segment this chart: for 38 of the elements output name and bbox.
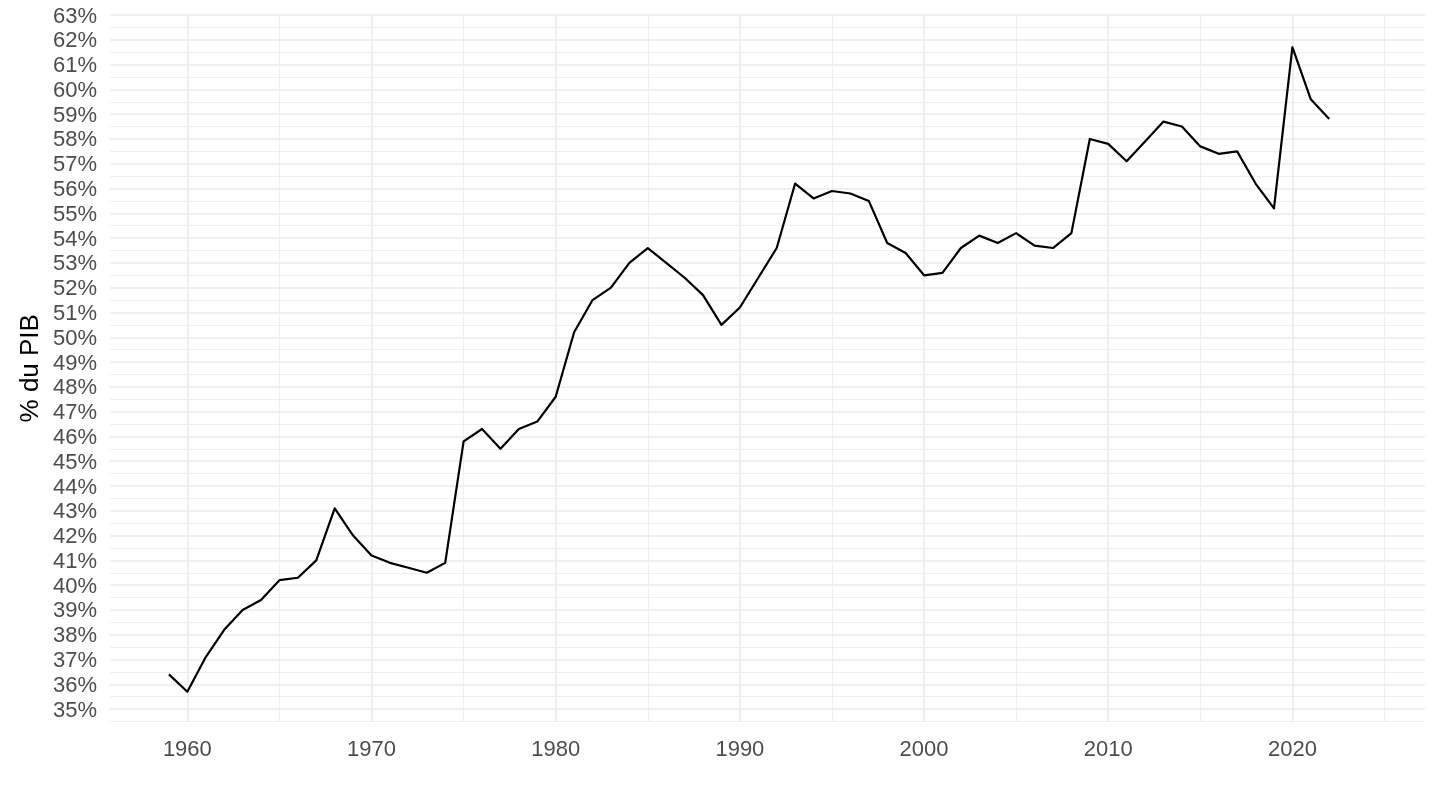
y-tick-label: 43% (52, 498, 97, 524)
x-tick-label: 1970 (347, 736, 396, 761)
line-series (167, 46, 1331, 693)
x-tick-label: 1990 (715, 736, 765, 761)
x-tick-label: 2000 (899, 736, 949, 761)
y-tick-label: 48% (52, 374, 97, 400)
y-tick-label: 55% (52, 200, 97, 226)
y-tick-label: 62% (52, 27, 97, 53)
y-axis-title: % du PIB (14, 314, 45, 423)
y-tick-label: 51% (52, 299, 97, 325)
y-tick-label: 63% (52, 2, 97, 28)
y-tick-label: 50% (52, 324, 97, 350)
y-tick-label: 56% (52, 176, 97, 202)
y-tick-label: 38% (52, 622, 97, 648)
y-tick-label: 57% (52, 151, 97, 177)
x-tick-label: 1960 (162, 736, 212, 761)
y-tick-label: 61% (52, 52, 97, 78)
y-tick-label: 45% (52, 448, 97, 474)
x-tick-label: 2020 (1267, 736, 1317, 761)
y-tick-label: 36% (52, 671, 97, 697)
y-tick-label: 44% (52, 473, 97, 499)
y-tick-label: 39% (52, 597, 97, 623)
y-tick-label: 35% (52, 696, 97, 722)
x-tick-label: 2010 (1083, 736, 1133, 761)
y-tick-label: 52% (52, 275, 97, 301)
y-tick-label: 42% (52, 523, 97, 549)
y-tick-label: 53% (52, 250, 97, 276)
y-tick-label: 37% (52, 647, 97, 673)
y-tick-label: 47% (52, 399, 97, 425)
y-tick-label: 60% (52, 76, 97, 102)
y-tick-label: 58% (52, 126, 97, 152)
y-tick-label: 41% (52, 547, 97, 573)
y-tick-label: 54% (52, 225, 97, 251)
y-tick-label: 46% (52, 423, 97, 449)
x-tick-label: 1980 (531, 736, 581, 761)
y-tick-label: 59% (52, 101, 97, 127)
y-tick-label: 40% (52, 572, 97, 598)
y-tick-label: 49% (52, 349, 97, 375)
